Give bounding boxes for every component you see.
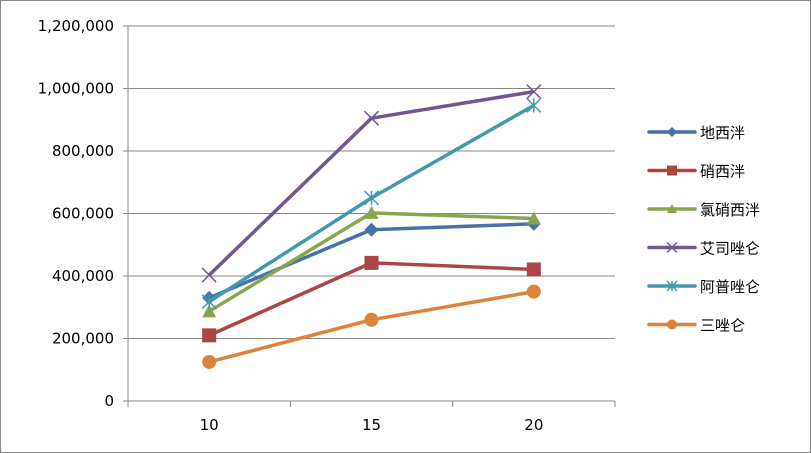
y-tick-label: 400,000 — [52, 267, 114, 285]
data-point — [363, 110, 380, 126]
data-point — [526, 84, 542, 100]
data-point — [526, 97, 542, 113]
data-point — [364, 222, 379, 237]
legend-marker — [667, 165, 677, 176]
data-point — [526, 262, 541, 277]
y-tick-label: 1,000,000 — [38, 80, 114, 98]
data-point — [201, 267, 217, 283]
data-point — [202, 354, 217, 369]
y-tick-label: 600,000 — [52, 205, 114, 223]
legend-label: 硝西泮 — [700, 163, 745, 181]
legend-marker — [667, 204, 677, 213]
x-tick-label: 10 — [200, 416, 219, 434]
data-point — [201, 294, 217, 310]
legend-marker — [666, 241, 678, 254]
series-line — [208, 289, 535, 364]
legend-marker — [667, 319, 677, 330]
data-point — [526, 211, 541, 225]
y-tick-label: 1,200,000 — [38, 17, 114, 35]
legend-marker — [667, 127, 677, 137]
legend-label: 地西泮 — [700, 124, 745, 142]
x-tick-label: 15 — [362, 416, 381, 434]
data-point — [364, 312, 379, 327]
data-point — [363, 190, 380, 206]
data-point — [364, 205, 379, 219]
legend-label: 阿普唑仑 — [700, 278, 760, 296]
data-point — [202, 328, 217, 343]
legend-label: 艾司唑仑 — [700, 240, 760, 258]
x-tick-label: 20 — [524, 416, 543, 434]
y-tick-label: 800,000 — [52, 142, 114, 160]
legend-label: 氯硝西泮 — [700, 201, 760, 219]
data-point — [364, 255, 379, 270]
y-tick-label: 0 — [104, 392, 114, 410]
data-point — [202, 304, 217, 318]
data-point — [526, 284, 541, 299]
legend-label: 三唑仑 — [700, 317, 745, 335]
legend-marker — [666, 280, 678, 292]
y-tick-label: 200,000 — [52, 330, 114, 348]
